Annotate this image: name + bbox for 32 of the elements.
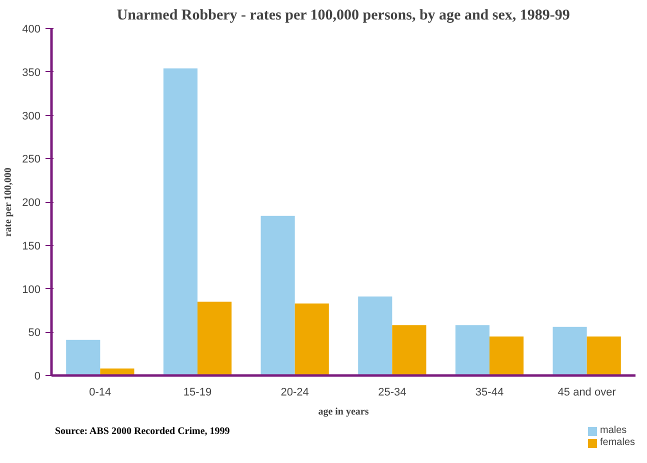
x-tick-label: 20-24 xyxy=(280,386,309,398)
y-axis-title: rate per 100,000 xyxy=(3,168,14,237)
y-tick-label: 50 xyxy=(28,327,41,340)
y-tick-label: 250 xyxy=(22,154,41,166)
x-tick-label: 15-19 xyxy=(183,386,212,398)
y-tick-label: 200 xyxy=(22,197,41,209)
y-tick-label: 150 xyxy=(22,240,41,252)
bar xyxy=(294,303,329,376)
x-tick-label: 35-44 xyxy=(475,386,504,398)
y-tick-label: 0 xyxy=(34,370,41,382)
bar xyxy=(66,340,100,376)
y-tick-label: 300 xyxy=(22,110,41,122)
bar xyxy=(490,336,524,376)
y-tick-label: 100 xyxy=(22,284,41,296)
x-axis-title: age in years xyxy=(318,406,369,418)
x-tick-label: 0-14 xyxy=(89,386,112,398)
bar xyxy=(392,325,426,376)
bar xyxy=(260,216,295,376)
source-note: Source: ABS 2000 Recorded Crime, 1999 xyxy=(55,425,230,439)
bar xyxy=(586,336,621,376)
x-tick-label: 25-34 xyxy=(378,386,406,398)
legend-label: females xyxy=(600,436,635,450)
bar xyxy=(358,296,392,376)
bar xyxy=(455,325,490,376)
bar xyxy=(198,302,232,376)
y-tick-label: 400 xyxy=(22,24,41,36)
legend-label: males xyxy=(600,424,627,438)
y-tick-label: 350 xyxy=(22,66,41,79)
bar xyxy=(552,326,587,376)
chart-title: Unarmed Robbery - rates per 100,000 persons, by age and sex, 1989-99 xyxy=(116,8,570,24)
x-tick-label: 45 and over xyxy=(558,386,616,398)
bar xyxy=(163,68,198,376)
